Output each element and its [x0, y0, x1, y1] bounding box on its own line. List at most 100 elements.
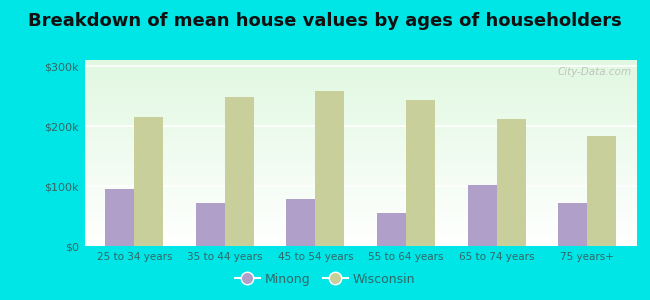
Bar	[84, 214, 637, 215]
Bar	[84, 233, 637, 234]
Bar	[84, 210, 637, 211]
Bar	[84, 236, 637, 237]
Bar	[84, 104, 637, 105]
Bar	[84, 245, 637, 246]
Bar	[84, 212, 637, 214]
Bar	[84, 125, 637, 126]
Bar	[84, 217, 637, 218]
Bar	[84, 201, 637, 202]
Bar	[84, 164, 637, 165]
Bar	[84, 165, 637, 166]
Bar	[84, 102, 637, 103]
Bar	[84, 80, 637, 81]
Bar	[84, 177, 637, 178]
Bar	[84, 126, 637, 127]
Bar	[84, 86, 637, 87]
Bar	[84, 163, 637, 164]
Bar	[84, 159, 637, 160]
Bar	[84, 105, 637, 106]
Bar	[84, 83, 637, 84]
Bar	[84, 82, 637, 83]
Bar	[84, 239, 637, 240]
Bar	[84, 190, 637, 191]
Bar	[84, 184, 637, 185]
Bar	[84, 176, 637, 177]
Bar	[84, 136, 637, 137]
Text: City-Data.com: City-Data.com	[557, 68, 632, 77]
Bar	[84, 238, 637, 239]
Bar	[84, 197, 637, 198]
Bar	[84, 122, 637, 123]
Bar	[84, 238, 637, 239]
Bar	[84, 226, 637, 227]
Bar	[84, 244, 637, 245]
Bar	[84, 222, 637, 223]
Bar	[84, 193, 637, 194]
Bar	[196, 203, 225, 246]
Bar	[84, 91, 637, 92]
Bar	[84, 96, 637, 97]
Bar	[84, 103, 637, 104]
Bar	[84, 94, 637, 95]
Bar	[84, 131, 637, 132]
Bar	[84, 87, 637, 88]
Bar	[84, 108, 637, 109]
Bar	[84, 209, 637, 210]
Bar	[84, 119, 637, 120]
Bar	[84, 147, 637, 148]
Bar	[84, 92, 637, 94]
Bar	[84, 169, 637, 170]
Bar	[558, 203, 587, 246]
Bar	[84, 149, 637, 150]
Bar	[84, 158, 637, 159]
Bar	[84, 234, 637, 235]
Bar	[84, 160, 637, 161]
Bar	[84, 204, 637, 205]
Bar	[105, 189, 135, 246]
Bar	[84, 228, 637, 229]
Bar	[84, 225, 637, 226]
Bar	[84, 101, 637, 102]
Bar	[84, 187, 637, 188]
Bar	[84, 180, 637, 181]
Bar	[84, 114, 637, 115]
Bar	[84, 152, 637, 153]
Bar	[84, 218, 637, 219]
Bar	[84, 198, 637, 199]
Bar	[84, 141, 637, 142]
Bar	[84, 153, 637, 154]
Bar	[84, 130, 637, 131]
Bar	[84, 231, 637, 232]
Bar	[84, 70, 637, 71]
Bar	[84, 107, 637, 108]
Bar	[84, 167, 637, 168]
Bar	[84, 230, 637, 231]
Bar	[84, 200, 637, 201]
Bar	[84, 78, 637, 79]
Bar	[84, 203, 637, 204]
Bar	[84, 79, 637, 80]
Bar	[84, 220, 637, 221]
Bar	[84, 68, 637, 69]
Bar	[84, 211, 637, 212]
Bar	[84, 195, 637, 196]
Bar	[84, 178, 637, 179]
Bar	[84, 173, 637, 174]
Bar	[84, 235, 637, 236]
Bar	[84, 89, 637, 90]
Legend: Minong, Wisconsin: Minong, Wisconsin	[229, 268, 421, 291]
Bar	[84, 110, 637, 111]
Bar	[84, 162, 637, 163]
Bar	[84, 181, 637, 182]
Bar	[84, 227, 637, 228]
Bar	[84, 140, 637, 141]
Bar	[84, 67, 637, 68]
Bar	[84, 202, 637, 203]
Bar	[84, 85, 637, 86]
Bar	[84, 221, 637, 222]
Bar	[84, 116, 637, 117]
Bar	[84, 174, 637, 175]
Bar	[84, 115, 637, 116]
Bar	[497, 119, 526, 246]
Bar	[84, 109, 637, 110]
